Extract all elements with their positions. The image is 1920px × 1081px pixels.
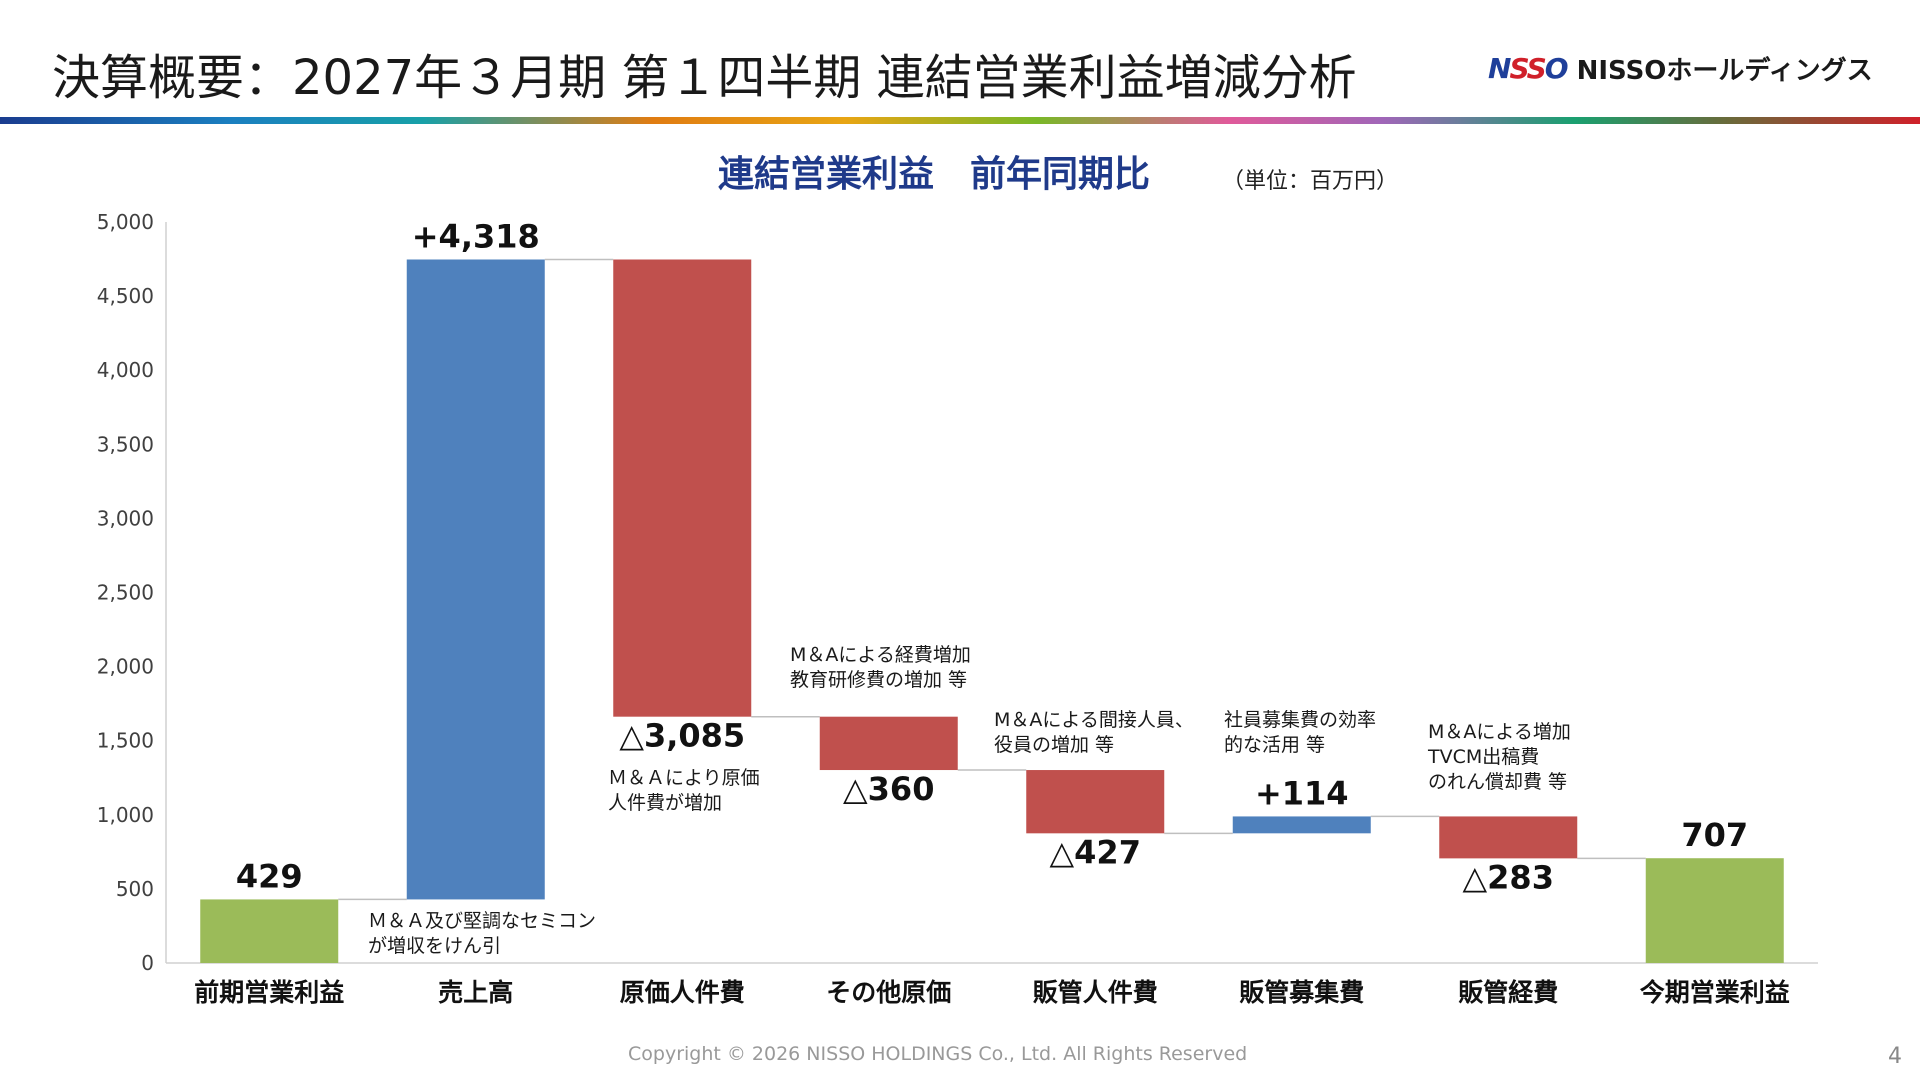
page-title: 決算概要：2027年３月期 第１四半期 連結営業利益増減分析 bbox=[52, 50, 1357, 106]
bar-7 bbox=[1645, 858, 1784, 963]
x-tick-label: 今期営業利益 bbox=[1640, 978, 1790, 1007]
company-logo: NSSO NISSOホールディングス bbox=[1488, 48, 1873, 88]
y-tick-label: 1,000 bbox=[97, 803, 154, 827]
y-tick-label: 4,500 bbox=[97, 284, 154, 308]
bar-6 bbox=[1439, 816, 1578, 859]
x-tick-label: 原価人件費 bbox=[620, 978, 745, 1007]
data-label: △3,085 bbox=[619, 717, 745, 755]
data-label: 429 bbox=[236, 857, 303, 895]
copyright-footer: Copyright © 2026 NISSO HOLDINGS Co., Ltd… bbox=[628, 1043, 1248, 1065]
x-tick-label: 売上高 bbox=[438, 978, 513, 1007]
data-label: +4,318 bbox=[412, 217, 540, 255]
y-tick-label: 3,000 bbox=[97, 506, 154, 530]
annotation-sga-personnel: M＆Aによる間接人員、 役員の増加 等 bbox=[994, 709, 1194, 756]
y-tick-label: 2,500 bbox=[97, 581, 154, 605]
nisso-logo-mark: NSSO bbox=[1488, 51, 1569, 85]
rainbow-divider bbox=[0, 117, 1920, 124]
x-tick-label: 販管人件費 bbox=[1033, 978, 1158, 1007]
y-tick-label: 3,500 bbox=[97, 432, 154, 456]
y-tick-label: 500 bbox=[116, 877, 154, 901]
y-tick-label: 1,500 bbox=[97, 729, 154, 753]
chart-unit-label: （単位：百万円） bbox=[1222, 169, 1399, 194]
annotation-sga-expenses: M＆Aによる増加 TVCM出稿費 のれん償却費 等 bbox=[1428, 721, 1571, 793]
bar-5 bbox=[1232, 816, 1371, 834]
y-tick-label: 2,000 bbox=[97, 655, 154, 679]
data-label: △427 bbox=[1050, 833, 1141, 871]
annotation-sales: Ｍ＆Ａ及び堅調なセミコン が増収をけん引 bbox=[368, 910, 597, 957]
bar-3 bbox=[819, 716, 958, 771]
data-label: +114 bbox=[1255, 774, 1349, 812]
chart-title: 連結営業利益 前年同期比 bbox=[718, 154, 1151, 195]
x-tick-label: その他原価 bbox=[826, 978, 951, 1007]
company-name: NISSOホールディングス bbox=[1576, 55, 1873, 86]
data-label: △283 bbox=[1463, 858, 1554, 896]
bar-4 bbox=[1026, 770, 1165, 834]
bar-0 bbox=[200, 899, 339, 963]
annotation-other-cost: M＆Aによる経費増加 教育研修費の増加 等 bbox=[790, 644, 971, 691]
annotation-cost-personnel: Ｍ＆Ａにより原価 人件費が増加 bbox=[608, 767, 760, 814]
page-number: 4 bbox=[1888, 1044, 1902, 1069]
bar-2 bbox=[613, 259, 752, 717]
y-tick-label: 5,000 bbox=[97, 210, 154, 234]
y-tick-label: 4,000 bbox=[97, 358, 154, 382]
annotation-recruiting: 社員募集費の効率 的な活用 等 bbox=[1224, 709, 1377, 756]
data-label: △360 bbox=[843, 770, 934, 808]
x-tick-label: 前期営業利益 bbox=[194, 978, 344, 1007]
y-tick-label: 0 bbox=[141, 951, 154, 975]
x-tick-label: 販管募集費 bbox=[1239, 978, 1364, 1007]
x-tick-label: 販管経費 bbox=[1458, 978, 1558, 1007]
data-label: 707 bbox=[1681, 816, 1748, 854]
bar-1 bbox=[406, 259, 545, 900]
